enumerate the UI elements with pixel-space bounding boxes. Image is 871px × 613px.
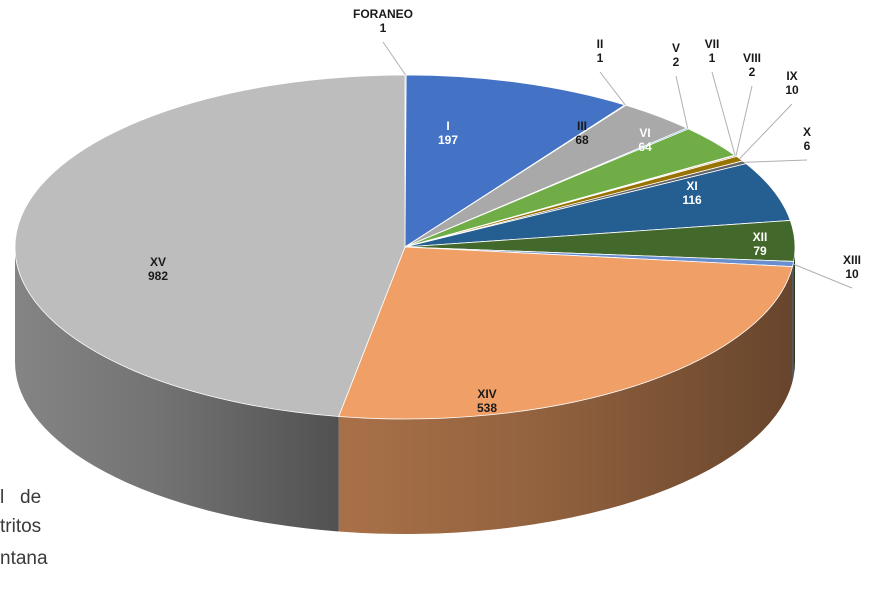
label-value-x: 6 <box>804 139 811 153</box>
leader-line-ix <box>739 103 793 160</box>
side-text-line-1: l de <box>0 487 42 508</box>
label-name-xv: XV <box>150 255 166 269</box>
slice-xi <box>404 163 791 248</box>
label-value-vii: 1 <box>709 51 716 65</box>
slice-side-shade-xii <box>793 247 795 377</box>
leader-line-viii <box>735 85 753 157</box>
label-value-xiv: 538 <box>477 401 497 415</box>
pie-slices <box>14 74 796 420</box>
slice-side-shade-xv <box>15 247 339 532</box>
label-name-xiv: XIV <box>477 387 496 401</box>
label-value-xii: 79 <box>753 244 767 258</box>
label-name-xiii: XIII <box>843 253 861 267</box>
label-name-vi: VI <box>639 126 650 140</box>
leader-line-v <box>675 75 689 129</box>
leader-lines <box>382 41 853 289</box>
side-text-line-3: ntana <box>0 548 48 569</box>
leader-line-vii <box>711 71 736 156</box>
label-name-xi: XI <box>686 179 697 193</box>
slice-xv <box>14 74 406 417</box>
label-name-viii: VIII <box>743 51 761 65</box>
side-text-line-2: tritos <box>0 516 42 537</box>
label-value-xi: 116 <box>682 193 702 207</box>
leader-line-xiii <box>792 263 853 289</box>
leader-line-foraneo <box>382 41 407 76</box>
pie-depth <box>15 247 795 534</box>
label-value-viii: 2 <box>749 65 756 79</box>
label-name-v: V <box>672 41 680 55</box>
slice-i <box>404 74 626 248</box>
label-value-xv: 982 <box>148 269 168 283</box>
label-value-ix: 10 <box>785 83 799 97</box>
label-value-foraneo: 1 <box>380 21 387 35</box>
label-name-x: X <box>803 125 811 139</box>
label-name-i: I <box>446 119 449 133</box>
slice-side-shade-xiii <box>792 261 794 382</box>
label-value-vi: 64 <box>638 140 652 154</box>
label-value-xiii: 10 <box>845 267 859 281</box>
label-value-v: 2 <box>673 55 680 69</box>
label-name-xii: XII <box>753 230 768 244</box>
leader-line-ii <box>599 71 626 106</box>
label-value-ii: 1 <box>597 51 604 65</box>
label-name-vii: VII <box>705 37 720 51</box>
label-name-foraneo: FORANEO <box>353 7 413 21</box>
slice-side-shade-xiv <box>338 266 793 534</box>
label-name-iii: III <box>577 119 587 133</box>
leader-line-x <box>744 159 808 163</box>
label-name-ii: II <box>597 37 604 51</box>
slice-xiv <box>338 246 793 420</box>
label-value-i: 197 <box>438 133 458 147</box>
label-value-iii: 68 <box>575 133 589 147</box>
label-name-ix: IX <box>786 69 797 83</box>
